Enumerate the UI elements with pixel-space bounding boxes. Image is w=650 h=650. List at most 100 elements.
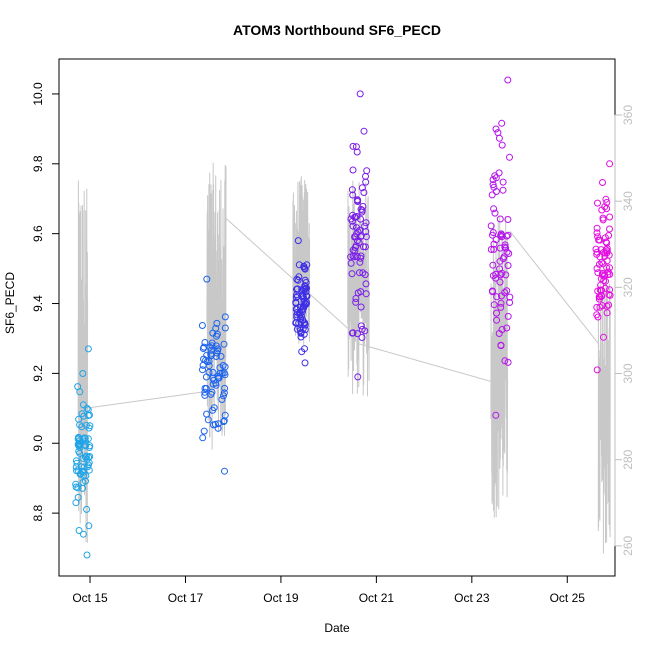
data-point [74,493,82,501]
y-tick-label-left: 9.6 [31,225,45,242]
data-point [220,392,227,400]
data-point [490,245,498,253]
data-point [492,125,500,133]
data-point [208,342,216,350]
data-point [504,358,512,366]
data-point [221,411,229,419]
data-point [75,433,82,441]
data-point [357,215,364,223]
data-point [81,434,89,442]
data-point [592,245,600,253]
data-point [503,324,511,332]
data-point [205,357,213,365]
y-axis-left: 8.8 9.0 9.2 9.4 9.6 9.8 10.0 [31,82,60,521]
data-point [603,264,611,272]
data-point [358,334,366,341]
data-point [302,288,310,296]
data-point [301,345,308,353]
data-point [301,321,309,329]
data-point [85,522,93,530]
data-point [296,308,304,316]
data-point [357,303,365,311]
y-tick-label-left: 9.0 [31,435,45,452]
data-point [214,347,222,355]
data-point [84,345,92,353]
data-point [598,271,606,279]
y-tick-label-right: 320 [621,277,635,297]
data-point [363,167,371,175]
data-point [75,527,83,534]
data-point [505,250,513,257]
data-point [362,178,370,186]
data-point [491,209,499,217]
data-points [72,76,614,559]
data-point [75,440,83,448]
data-point [349,222,357,230]
data-point [221,313,229,321]
data-point [199,366,206,374]
data-point [490,205,498,213]
data-point [488,191,496,199]
data-point [362,233,370,241]
data-point [82,477,89,485]
data-point [85,466,93,474]
data-point [292,293,300,301]
data-point [201,388,209,396]
data-point [300,298,308,306]
data-point [496,215,504,223]
data-point [204,416,212,424]
data-point [362,228,370,236]
data-point [209,406,217,414]
data-point [501,243,509,251]
secondary-line-connector [87,218,599,409]
data-point [354,198,362,205]
data-point [205,362,213,370]
data-point [294,276,302,284]
data-point [300,263,308,271]
data-point [84,406,92,414]
data-point [83,505,91,513]
y-tick-label-right: 300 [621,363,635,383]
data-point [362,219,370,227]
y-tick-label-left: 9.8 [31,155,45,172]
secondary-lines [77,162,611,554]
y-axis-right: 260 280 300 320 340 360 [614,105,635,556]
data-point [75,437,83,445]
data-point [499,186,507,194]
data-point [506,299,514,306]
data-point [487,246,495,253]
data-point [213,319,221,327]
x-tick-label: Oct 19 [263,591,299,605]
data-point [593,224,601,232]
data-point [214,372,222,380]
data-point [203,275,211,283]
data-point [492,236,500,244]
data-point [295,261,303,269]
data-point [606,264,613,272]
data-point [494,129,502,137]
data-point [348,186,356,194]
data-point [200,427,208,435]
data-point [489,229,497,236]
data-point [297,329,305,337]
secondary-line-segment [206,162,227,450]
data-point [72,480,80,488]
data-point [605,232,613,239]
data-point [354,373,362,381]
data-point [599,179,606,186]
data-point [503,287,511,295]
data-point [602,238,610,246]
data-point [492,270,500,278]
data-point [79,401,87,409]
data-point [606,286,614,294]
data-point [202,356,210,364]
data-point [360,189,368,196]
data-point [202,385,210,392]
data-point [603,199,611,206]
data-point [506,293,514,301]
data-point [597,246,605,254]
data-point [596,286,604,294]
data-point [362,280,370,288]
x-tick-label: Oct 25 [550,591,586,605]
